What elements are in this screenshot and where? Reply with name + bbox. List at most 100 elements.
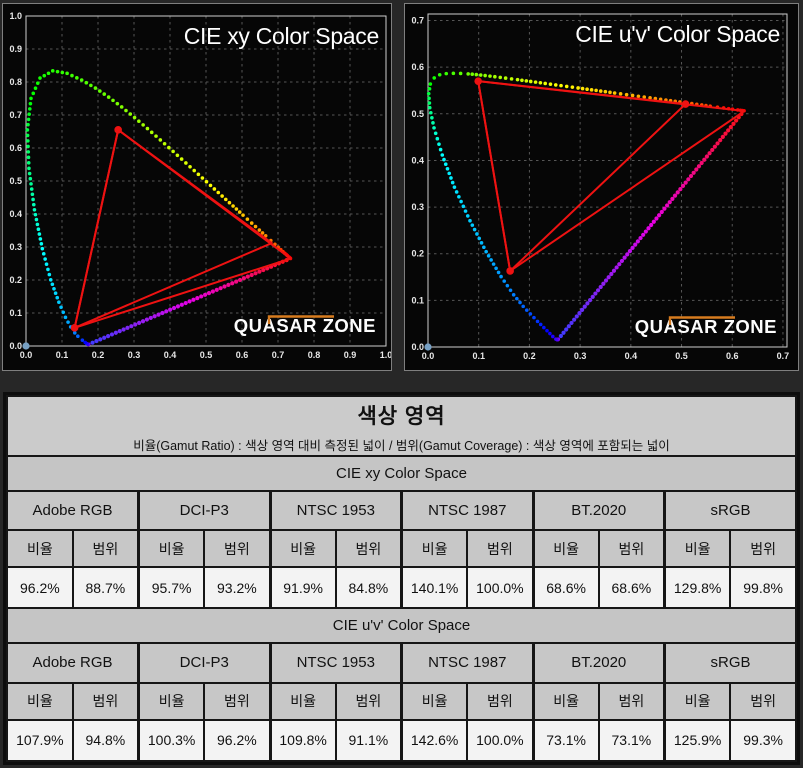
metric-header-coverage: 범위 xyxy=(597,529,666,569)
svg-text:0.8: 0.8 xyxy=(308,350,321,360)
svg-text:0.5: 0.5 xyxy=(411,109,424,119)
grid-lines xyxy=(428,14,787,347)
value-cell: 84.8% xyxy=(334,566,403,610)
svg-text:0.5: 0.5 xyxy=(9,176,22,186)
value-cell: 73.1% xyxy=(597,718,666,763)
svg-text:0.1: 0.1 xyxy=(9,308,22,318)
metric-header-ratio: 비율 xyxy=(137,529,206,569)
value-cell: 91.1% xyxy=(334,718,403,763)
metric-header-coverage: 범위 xyxy=(334,529,403,569)
cie-xy-chart: 0.0 0.1 0.2 0.3 0.4 0.5 0.6 0.7 0.8 0.9 1.0 0.0 0.1 0… xyxy=(3,4,391,370)
value-cell: 100.3% xyxy=(137,718,206,763)
cie-uv-chart: 0.0 0.1 0.2 0.3 0.4 0.5 0.6 0.7 0.0 0.1 0.2 0.3 0.4 0… xyxy=(405,4,798,370)
section-header-uv: CIE u'v' Color Space xyxy=(6,607,797,645)
svg-text:1.0: 1.0 xyxy=(380,350,391,360)
svg-text:0.1: 0.1 xyxy=(472,351,485,361)
metric-header-ratio: 비율 xyxy=(6,529,74,569)
svg-text:0.1: 0.1 xyxy=(411,295,424,305)
value-cell: 91.9% xyxy=(268,566,337,610)
value-cell: 96.2% xyxy=(203,718,271,763)
svg-text:0.3: 0.3 xyxy=(411,202,424,212)
tick-labels: 0.0 0.1 0.2 0.3 0.4 0.5 0.6 0.7 0.0 0.1 0.2 0.3 0.4 0… xyxy=(411,16,789,361)
plot-frame xyxy=(25,15,387,347)
svg-text:0.2: 0.2 xyxy=(523,351,536,361)
spectral-locus xyxy=(426,71,746,342)
svg-text:0.6: 0.6 xyxy=(236,350,249,360)
svg-text:0.5: 0.5 xyxy=(200,350,213,360)
quasarzone-logo-text: QUASAR ZONE xyxy=(635,316,777,337)
svg-text:0.6: 0.6 xyxy=(9,143,22,153)
metric-header-ratio: 비율 xyxy=(531,529,600,569)
metric-header-ratio: 비율 xyxy=(400,529,469,569)
column-group-adobe-rgb: Adobe RGB xyxy=(6,642,140,684)
plot-frame xyxy=(427,13,788,348)
cie-xy-chart-panel: 0.0 0.1 0.2 0.3 0.4 0.5 0.6 0.7 0.8 0.9 1.0 0.0 0.1 0… xyxy=(2,3,392,371)
value-cell: 99.3% xyxy=(729,718,797,763)
svg-text:0.0: 0.0 xyxy=(422,351,435,361)
column-group-srgb: sRGB xyxy=(663,489,797,532)
metric-header-coverage: 범위 xyxy=(729,681,797,721)
svg-text:0.6: 0.6 xyxy=(726,351,739,361)
table-subtitle: 비율(Gamut Ratio) : 색상 영역 대비 측정된 넓이 / 범위(G… xyxy=(133,438,670,453)
svg-text:0.2: 0.2 xyxy=(92,350,105,360)
quasarzone-logo-accent xyxy=(668,316,735,325)
value-cell: 73.1% xyxy=(531,718,600,763)
metric-header-coverage: 범위 xyxy=(597,681,666,721)
svg-text:0.9: 0.9 xyxy=(9,44,22,54)
metric-header-ratio: 비율 xyxy=(268,529,337,569)
value-cell: 140.1% xyxy=(400,566,469,610)
chart-title: CIE u'v' Color Space xyxy=(575,21,780,47)
value-cell: 125.9% xyxy=(663,718,732,763)
primary-markers xyxy=(70,126,122,332)
metric-header-ratio: 비율 xyxy=(268,681,337,721)
metric-header-coverage: 범위 xyxy=(729,529,797,569)
metric-header-ratio: 비율 xyxy=(6,681,74,721)
svg-text:0.7: 0.7 xyxy=(9,110,22,120)
metric-header-coverage: 범위 xyxy=(466,529,534,569)
tick-labels: 0.0 0.1 0.2 0.3 0.4 0.5 0.6 0.7 0.8 0.9 1.0 0.0 0.1 0… xyxy=(9,11,391,360)
table-title: 색상 영역 xyxy=(357,404,446,428)
svg-text:0.0: 0.0 xyxy=(411,342,424,352)
value-cell: 99.8% xyxy=(729,566,797,610)
svg-text:0.6: 0.6 xyxy=(411,62,424,72)
metric-header-coverage: 범위 xyxy=(334,681,403,721)
metric-header-ratio: 비율 xyxy=(663,529,732,569)
svg-text:0.2: 0.2 xyxy=(411,249,424,259)
column-group-bt-2020: BT.2020 xyxy=(531,642,666,684)
value-cell: 95.7% xyxy=(137,566,206,610)
primary-markers xyxy=(474,77,690,275)
spectral-locus xyxy=(25,69,293,347)
svg-text:0.8: 0.8 xyxy=(9,77,22,87)
column-group-bt-2020: BT.2020 xyxy=(531,489,666,532)
metric-header-coverage: 범위 xyxy=(71,529,140,569)
value-cell: 93.2% xyxy=(203,566,271,610)
value-cell: 100.0% xyxy=(466,566,534,610)
metric-header-coverage: 범위 xyxy=(203,681,271,721)
gamut-triangles xyxy=(477,80,746,272)
svg-text:0.3: 0.3 xyxy=(128,350,141,360)
svg-text:0.3: 0.3 xyxy=(9,242,22,252)
value-cell: 129.8% xyxy=(663,566,732,610)
quasarzone-logo-accent xyxy=(267,315,334,324)
origin-marker xyxy=(424,343,432,351)
value-cell: 96.2% xyxy=(6,566,74,610)
quasarzone-logo-text: QUASAR ZONE xyxy=(234,315,376,336)
column-group-srgb: sRGB xyxy=(663,642,797,684)
value-cell: 107.9% xyxy=(6,718,74,763)
gamut-triangles xyxy=(73,128,292,329)
column-group-ntsc-1987: NTSC 1987 xyxy=(400,489,534,532)
chart-title: CIE xy Color Space xyxy=(184,23,379,49)
value-cell: 68.6% xyxy=(597,566,666,610)
value-cell: 94.8% xyxy=(71,718,140,763)
column-group-dci-p3: DCI-P3 xyxy=(137,642,271,684)
metric-header-coverage: 범위 xyxy=(466,681,534,721)
metric-header-ratio: 비율 xyxy=(663,681,732,721)
svg-text:0.9: 0.9 xyxy=(344,350,357,360)
svg-text:0.4: 0.4 xyxy=(164,350,177,360)
column-group-adobe-rgb: Adobe RGB xyxy=(6,489,140,532)
quasarzone-logo: QUASAR ZONE xyxy=(635,316,777,337)
